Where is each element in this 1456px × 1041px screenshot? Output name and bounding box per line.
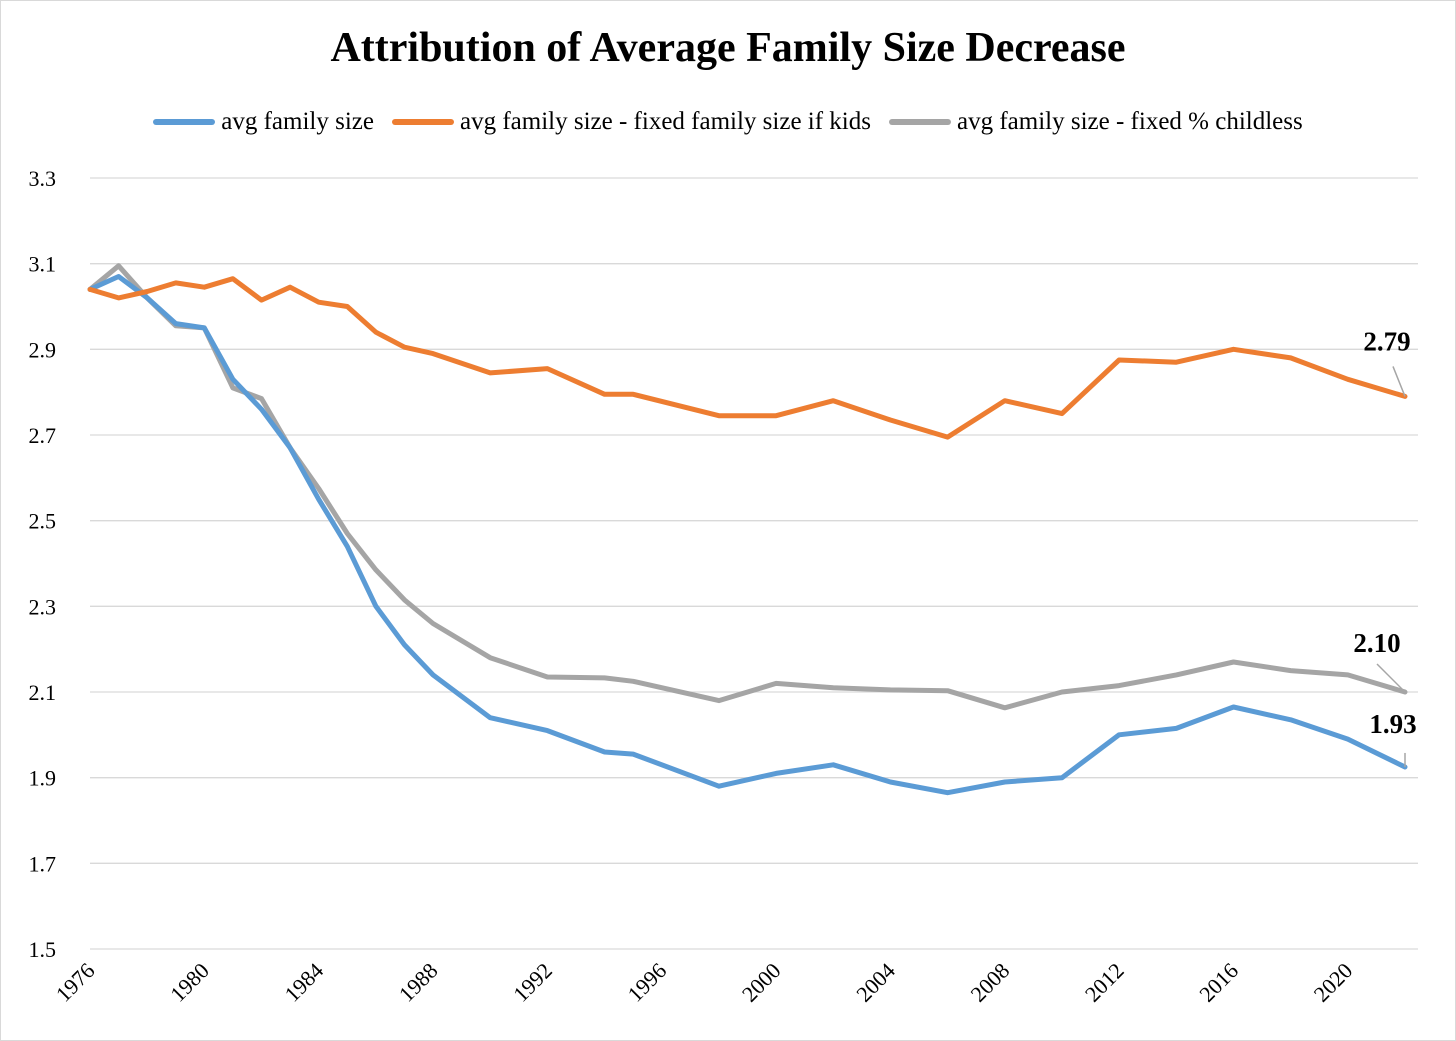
- x-tick-label: 2020: [1309, 958, 1358, 1007]
- chart-title: Attribution of Average Family Size Decre…: [330, 25, 1126, 71]
- end-value-label: 1.93: [1369, 709, 1416, 739]
- x-tick-label: 2000: [737, 958, 786, 1007]
- legend-swatch: [889, 119, 951, 125]
- series-lines: [87, 263, 1408, 796]
- x-axis: 1976 1980 1984 1988 1992 1996 2000 2004 2008 2012…: [51, 958, 1358, 1007]
- series-line: [87, 276, 1408, 440]
- x-tick-label: 2012: [1080, 958, 1129, 1007]
- y-axis: 1.5 1.7 1.9 2.1 2.3 2.5 2.7 2.9 3.1 3.3: [29, 166, 57, 962]
- end-value-label: 2.79: [1363, 326, 1410, 356]
- x-tick-label: 1988: [394, 958, 443, 1007]
- x-tick-label: 1996: [622, 958, 671, 1007]
- chart-legend: avg family size avg family size - fixed …: [0, 108, 1456, 136]
- x-tick-label: 1980: [165, 958, 214, 1007]
- x-tick-label: 2016: [1194, 958, 1243, 1007]
- legend-item-fixed-family-size: avg family size - fixed family size if k…: [392, 108, 871, 136]
- end-value-label: 2.10: [1353, 628, 1400, 658]
- x-tick-label: 2008: [966, 958, 1015, 1007]
- y-tick-label: 1.7: [29, 851, 57, 876]
- gridlines: [90, 177, 1418, 950]
- end-label-leader: [1392, 366, 1406, 397]
- series-line: [87, 263, 1408, 711]
- legend-label: avg family size: [221, 108, 374, 135]
- y-tick-label: 3.3: [29, 166, 57, 191]
- y-tick-label: 2.1: [29, 680, 57, 705]
- end-labels: 1.93 2.79 2.10: [1353, 326, 1417, 767]
- legend-swatch: [153, 119, 216, 125]
- y-tick-label: 2.7: [29, 423, 57, 448]
- legend-item-avg-family-size: avg family size: [153, 108, 374, 136]
- y-tick-label: 1.9: [29, 766, 57, 791]
- legend-label: avg family size - fixed family size if k…: [460, 108, 871, 135]
- x-tick-label: 1984: [279, 958, 328, 1007]
- y-tick-label: 3.1: [29, 252, 57, 277]
- legend-item-fixed-childless: avg family size - fixed % childless: [889, 108, 1303, 136]
- x-tick-label: 2004: [851, 958, 900, 1007]
- x-tick-label: 1992: [508, 958, 557, 1007]
- series-line: [87, 274, 1408, 796]
- y-tick-label: 1.5: [29, 937, 57, 962]
- x-tick-label: 1976: [51, 958, 100, 1007]
- end-label-leader: [1376, 663, 1406, 693]
- y-tick-label: 2.9: [29, 337, 57, 362]
- legend-label: avg family size - fixed % childless: [957, 108, 1303, 135]
- y-tick-label: 2.3: [29, 594, 57, 619]
- legend-swatch: [392, 119, 454, 125]
- y-tick-label: 2.5: [29, 509, 57, 534]
